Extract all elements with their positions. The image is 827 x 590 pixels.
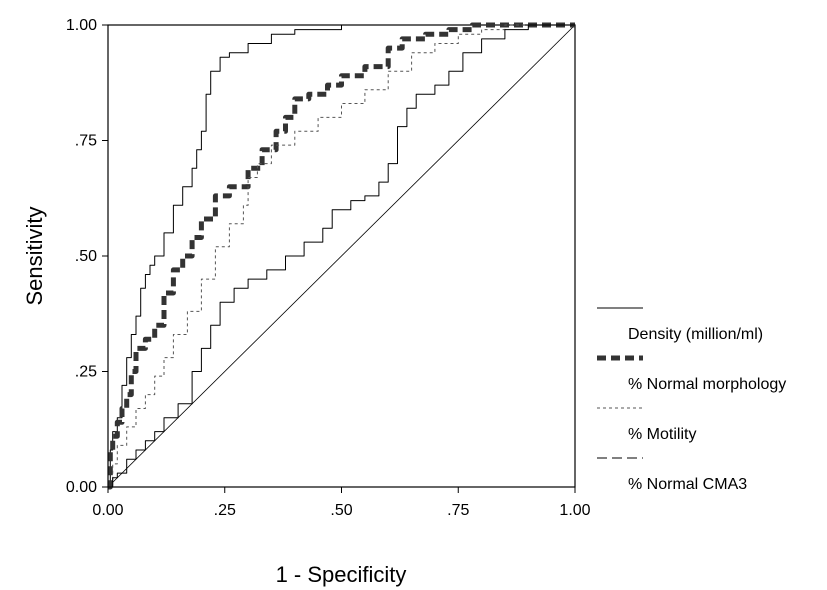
series-line-3: [108, 24, 575, 488]
y-tick-label-2: .50: [75, 248, 97, 265]
legend-label-density: Density (million/ml): [628, 326, 763, 343]
legend-label-motility: % Motility: [628, 426, 696, 443]
diagonal-reference-line: [107, 24, 576, 488]
x-tick-label-0: 0.00: [92, 502, 123, 519]
x-tick-0: 0.00: [92, 487, 124, 519]
x-tick-1: .25: [214, 487, 236, 519]
legend-label-normal-cma3: % Normal CMA3: [628, 476, 747, 493]
y-tick-label-0: 0.00: [66, 479, 97, 496]
x-tick-label-1: .25: [214, 502, 236, 519]
y-axis-title: Sensitivity: [22, 206, 47, 305]
series-layer: [107, 22, 575, 490]
plot-area: [107, 22, 576, 490]
x-tick-2: .50: [330, 487, 353, 519]
y-tick-3: .75: [75, 133, 108, 150]
x-axis: 0.00 .25 .50 .75 1.00 1 - Specificity: [92, 486, 591, 587]
y-tick-label-3: .75: [75, 133, 97, 150]
legend-item-normal-cma3: % Normal CMA3: [597, 457, 747, 493]
x-tick-label-4: 1.00: [559, 502, 590, 519]
y-tick-2: .50: [75, 248, 108, 265]
series-line-1: [107, 22, 575, 490]
x-tick-3: .75: [447, 487, 469, 519]
series-line-0: [108, 24, 575, 488]
x-axis-title: 1 - Specificity: [276, 562, 407, 587]
series-line-2: [108, 24, 575, 488]
y-tick-label-1: .25: [75, 364, 97, 381]
legend-item-normal-morphology: % Normal morphology: [597, 355, 786, 393]
legend-item-motility: % Motility: [597, 407, 696, 443]
legend-item-density: Density (million/ml): [597, 307, 763, 343]
y-tick-0: 0.00: [66, 479, 108, 496]
y-tick-label-4: 1.00: [66, 17, 97, 34]
x-tick-4: 1.00: [559, 487, 591, 519]
x-tick-label-2: .50: [330, 502, 352, 519]
y-tick-4: 1.00: [66, 17, 108, 34]
y-axis: 0.00 .25 .50 .75 1.00 Sensitivity: [22, 17, 109, 496]
legend-label-normal-morphology: % Normal morphology: [628, 376, 786, 393]
x-tick-label-3: .75: [447, 502, 469, 519]
y-tick-1: .25: [75, 364, 108, 381]
legend: Density (million/ml) % Normal morphology…: [597, 307, 786, 493]
